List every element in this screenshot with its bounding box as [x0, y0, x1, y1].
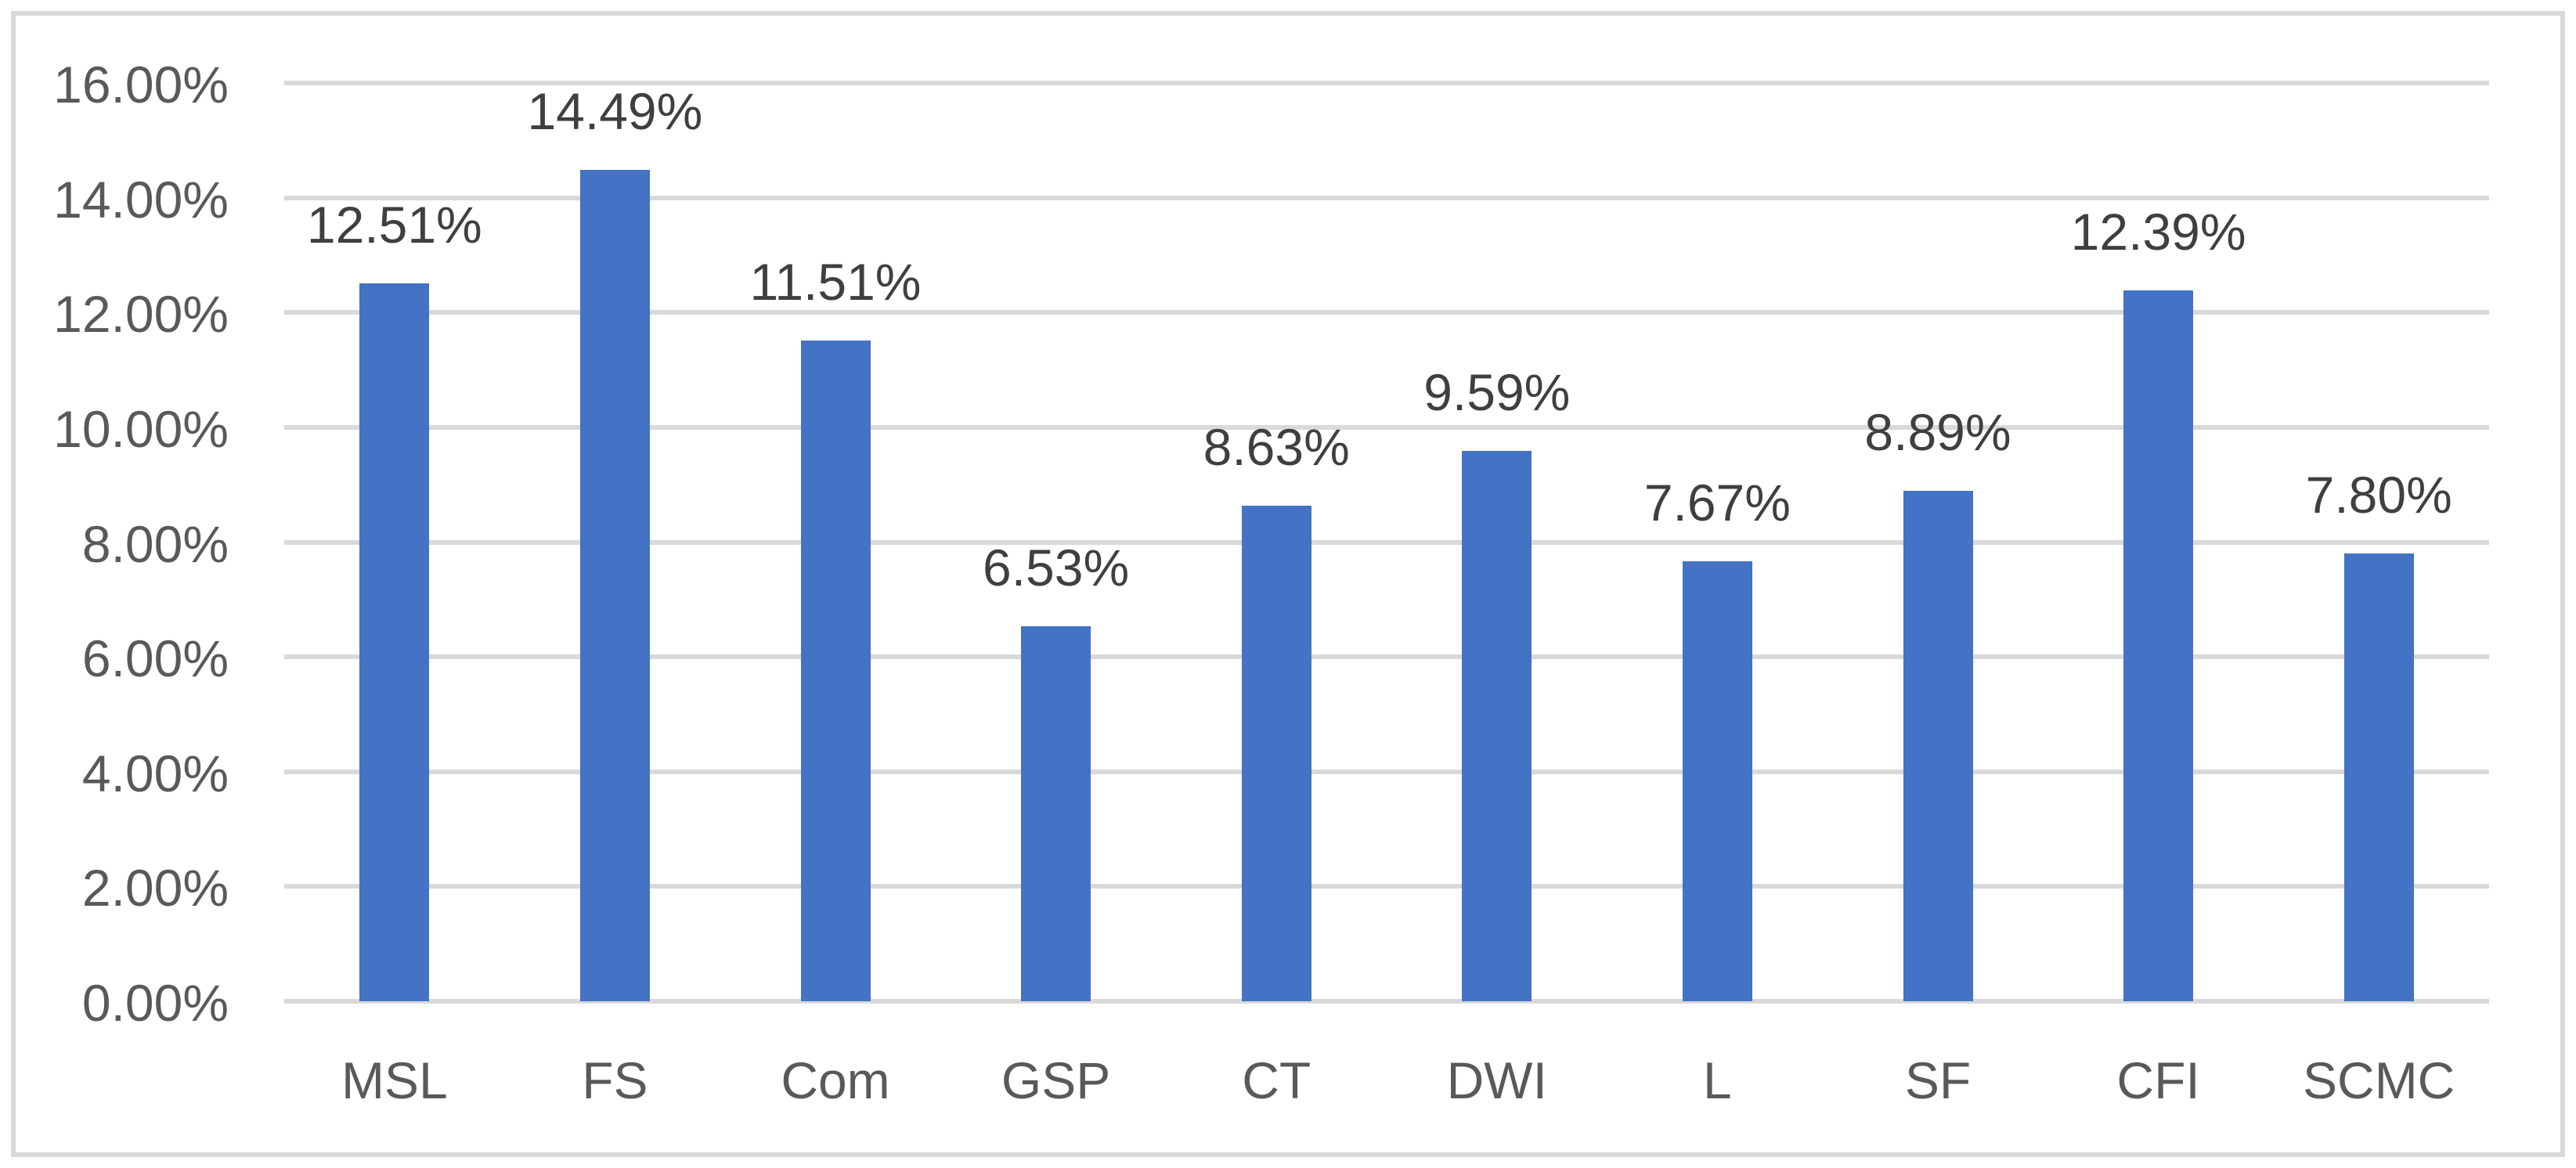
data-label-Com: 11.51%: [749, 253, 922, 312]
x-axis: MSL FS Com GSP CT DWI L SF CFI SCMC: [0, 1054, 2576, 1106]
gridline: [284, 654, 2489, 660]
data-label-L: 7.67%: [1643, 473, 1791, 532]
data-label-CFI: 12.39%: [2070, 202, 2246, 261]
gridline: [284, 999, 2489, 1004]
gridline: [284, 81, 2489, 85]
x-axis-category-label: MSL: [341, 1051, 448, 1109]
y-axis-tick-label: 10.00%: [53, 399, 229, 458]
gridline: [284, 884, 2489, 889]
data-label-CT: 8.63%: [1203, 418, 1350, 477]
x-axis-category-label: L: [1703, 1051, 1732, 1109]
y-axis-tick-label: 16.00%: [53, 56, 229, 114]
bar-FS: [579, 169, 650, 1001]
gridline: [284, 769, 2489, 774]
x-axis-category-label: CFI: [2116, 1051, 2200, 1109]
y-axis-tick-label: 4.00%: [81, 744, 229, 802]
bar-SF: [1903, 491, 1973, 1001]
y-axis-tick-label: 0.00%: [81, 974, 229, 1032]
bar-SCMC: [2343, 553, 2414, 1001]
bar-L: [1682, 561, 1752, 1001]
x-axis-category-label: CT: [1242, 1051, 1311, 1109]
y-axis-tick-label: 8.00%: [81, 514, 229, 573]
plot-area: 12.51% 14.49% 11.51% 6.53% 8.63% 9.59% 7.67% 8.…: [284, 81, 2489, 1004]
x-axis-category-label: SF: [1904, 1051, 1972, 1109]
x-axis-category-label: GSP: [1001, 1051, 1111, 1109]
bar-DWI: [1462, 450, 1532, 1001]
x-axis-category-label: Com: [781, 1051, 890, 1109]
data-label-SF: 8.89%: [1864, 403, 2011, 462]
data-label-GSP: 6.53%: [983, 539, 1130, 597]
data-label-DWI: 9.59%: [1423, 362, 1571, 421]
bar-CT: [1241, 506, 1311, 1001]
data-label-FS: 14.49%: [527, 81, 703, 140]
gridline: [284, 424, 2489, 430]
y-axis-tick-label: 6.00%: [81, 629, 229, 688]
gridline: [284, 310, 2489, 315]
y-axis-tick-label: 12.00%: [53, 285, 229, 344]
y-axis-tick-label: 14.00%: [53, 170, 229, 229]
bar-Com: [800, 341, 871, 1001]
x-axis-category-label: SCMC: [2303, 1051, 2455, 1109]
x-axis-category-label: DWI: [1446, 1051, 1547, 1109]
y-axis: 0.00% 2.00% 4.00% 6.00% 8.00% 10.00% 12.00% 14.…: [0, 0, 229, 1168]
bar-MSL: [359, 283, 430, 1001]
chart-border: [11, 11, 2565, 1157]
bar-GSP: [1021, 626, 1091, 1001]
gridline: [284, 539, 2489, 545]
bar-CFI: [2123, 290, 2194, 1001]
gridline: [284, 195, 2489, 200]
data-label-MSL: 12.51%: [306, 195, 482, 254]
data-label-SCMC: 7.80%: [2305, 466, 2452, 525]
y-axis-tick-label: 2.00%: [81, 859, 229, 917]
x-axis-category-label: FS: [582, 1051, 648, 1109]
